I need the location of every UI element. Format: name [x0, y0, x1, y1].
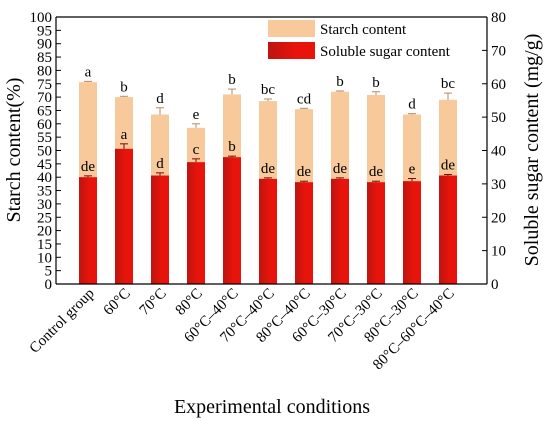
- x-category-label: 80°C: [173, 286, 206, 319]
- sig-letter-sugar: de: [81, 159, 96, 175]
- sig-letter-sugar: b: [228, 139, 236, 155]
- y-right-tick-label: 70: [491, 43, 506, 59]
- sig-letter-sugar: de: [297, 164, 312, 180]
- y-left-tick-label: 45: [37, 157, 52, 173]
- y-left-tick-label: 70: [37, 90, 52, 106]
- legend-sugar-swatch-shade: [268, 42, 315, 59]
- bar-soluble-sugar-shade: [151, 175, 169, 284]
- y-right-tick-label: 40: [491, 144, 506, 160]
- bar-soluble-sugar-shade: [259, 178, 277, 284]
- bar-soluble-sugar-shade: [295, 182, 313, 284]
- y-right-tick-label: 60: [491, 77, 506, 93]
- sig-letter-starch: bc: [441, 76, 456, 92]
- y-left-tick-label: 100: [30, 10, 53, 26]
- x-category-label: 70°C: [137, 286, 170, 319]
- x-category-label: 60°C: [101, 286, 134, 319]
- bar-soluble-sugar-shade: [367, 182, 385, 284]
- bar-soluble-sugar-shade: [187, 162, 205, 284]
- y-left-tick-label: 35: [37, 184, 52, 200]
- sig-letter-starch: d: [408, 97, 416, 113]
- y-left-tick-label: 95: [37, 23, 52, 39]
- y-left-tick-label: 85: [37, 50, 52, 66]
- sig-letter-starch: bc: [261, 82, 276, 98]
- y-left-tick-label: 50: [37, 144, 52, 160]
- y-left-tick-label: 60: [37, 117, 52, 133]
- bar-soluble-sugar-shade: [331, 178, 349, 284]
- y-axis-left-title: Starch content(%): [3, 78, 25, 223]
- y-left-tick-label: 75: [37, 77, 52, 93]
- y-left-tick-label: 5: [45, 264, 53, 280]
- sig-letter-sugar: de: [369, 164, 384, 180]
- sig-letter-starch: b: [120, 79, 128, 95]
- y-left-tick-label: 40: [37, 170, 52, 186]
- legend: Starch content Soluble sugar content: [268, 20, 451, 60]
- bar-soluble-sugar-shade: [79, 177, 97, 284]
- bar-soluble-sugar-shade: [223, 157, 241, 284]
- sig-letter-sugar: de: [261, 161, 276, 177]
- sig-letter-starch: b: [336, 74, 344, 90]
- sig-letter-starch: e: [193, 107, 200, 123]
- x-axis-title: Experimental conditions: [174, 396, 370, 418]
- y-left-tick-label: 15: [37, 237, 52, 253]
- y-left-tick-label: 10: [37, 250, 52, 266]
- y-left-tick-label: 0: [45, 277, 53, 293]
- y-right-tick-label: 20: [491, 210, 506, 226]
- sig-letter-sugar: de: [333, 161, 348, 177]
- y-left-tick-label: 65: [37, 103, 52, 119]
- y-left-tick-label: 55: [37, 130, 52, 146]
- sig-letter-sugar: e: [409, 162, 416, 178]
- y-axis-right-title: Soluble sugar content (mg/g): [521, 34, 543, 267]
- bar-soluble-sugar-shade: [403, 181, 421, 284]
- legend-sugar-label: Soluble sugar content: [320, 44, 451, 60]
- bar-soluble-sugar-shade: [115, 148, 133, 284]
- sig-letter-starch: cd: [297, 91, 312, 107]
- y-right-tick-label: 30: [491, 177, 506, 193]
- y-left-tick-label: 30: [37, 197, 52, 213]
- y-left-tick-label: 90: [37, 37, 52, 53]
- y-left-tick-label: 25: [37, 210, 52, 226]
- y-right-tick-label: 0: [491, 277, 499, 293]
- bar-soluble-sugar-shade: [439, 175, 457, 284]
- y-right-tick-label: 50: [491, 110, 506, 126]
- x-category-label: Control group: [27, 286, 98, 357]
- legend-starch-label: Starch content: [320, 22, 407, 38]
- sig-letter-starch: a: [85, 64, 92, 80]
- y-left-tick-label: 80: [37, 63, 52, 79]
- sig-letter-sugar: d: [156, 156, 164, 172]
- sig-letter-starch: b: [372, 75, 380, 91]
- legend-starch-swatch: [268, 20, 315, 37]
- sig-letter-sugar: c: [193, 142, 200, 158]
- sig-letter-sugar: a: [121, 127, 128, 143]
- sig-letter-sugar: de: [441, 158, 456, 174]
- sig-letter-starch: b: [228, 72, 236, 88]
- y-right-tick-label: 80: [491, 10, 506, 26]
- y-right-tick-label: 10: [491, 244, 506, 260]
- sig-letter-starch: d: [156, 91, 164, 107]
- y-left-tick-label: 20: [37, 224, 52, 240]
